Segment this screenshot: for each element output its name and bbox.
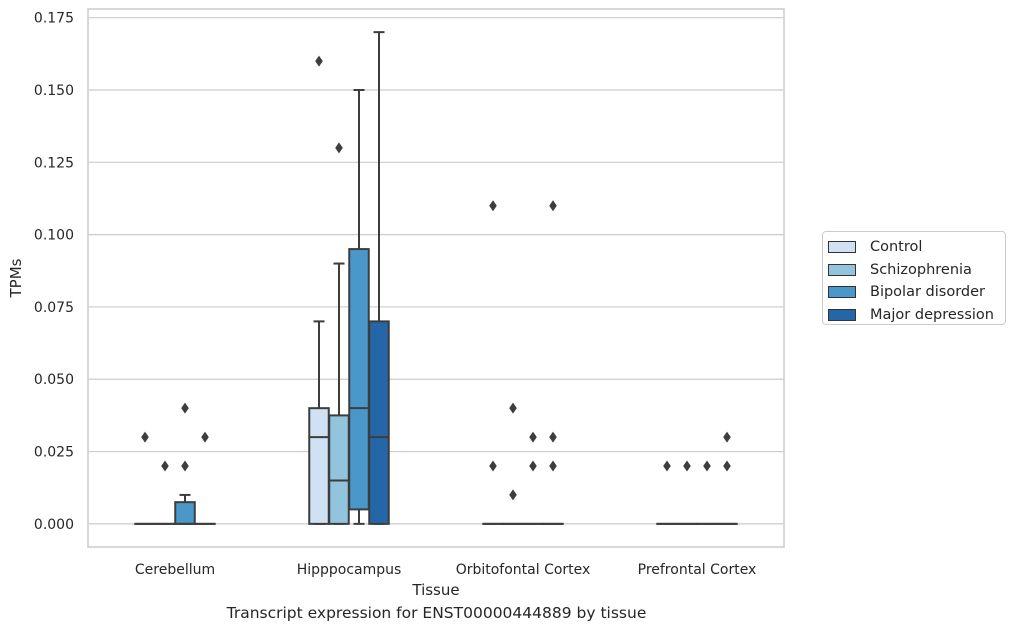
outlier-point (335, 142, 343, 154)
box-hipppocampus (308, 55, 330, 525)
legend-label: Control (870, 239, 923, 256)
legend-label: Schizophrenia (870, 261, 972, 278)
outlier-point (161, 460, 169, 472)
legend-swatch (828, 241, 856, 254)
outlier-point (181, 460, 189, 472)
y-tick-label: 0.000 (34, 517, 74, 533)
series-control (134, 55, 678, 525)
outlier-point (509, 402, 517, 414)
outlier-point (683, 460, 691, 472)
box-orbitofontal-cortex (522, 431, 544, 525)
box-body (368, 320, 390, 525)
outlier-point (315, 55, 323, 67)
box-cerebellum (134, 431, 156, 525)
box-hipppocampus (328, 142, 350, 525)
box-body (308, 407, 330, 525)
box-series (134, 31, 738, 525)
series-bipolar-disorder (174, 88, 718, 525)
legend-swatch (828, 308, 856, 321)
y-tick-label: 0.075 (34, 300, 74, 316)
y-axis-ticks: 0.000 0.025 0.050 0.075 0.100 0.125 0.150 0.175 (34, 11, 74, 533)
box-body (174, 501, 196, 525)
x-axis-label: Tissue (411, 581, 459, 599)
y-tick-label: 0.100 (34, 228, 74, 244)
outlier-point (703, 460, 711, 472)
box-orbitofontal-cortex (542, 200, 564, 525)
legend-item: Schizophrenia (828, 259, 1005, 282)
box-cerebellum (194, 431, 216, 525)
outlier-point (489, 200, 497, 212)
y-tick-label: 0.125 (34, 155, 74, 171)
legend-swatch (828, 286, 856, 299)
box-body (328, 414, 350, 525)
box-cerebellum (154, 460, 176, 525)
grid-lines (88, 17, 784, 525)
y-tick-label: 0.025 (34, 445, 74, 461)
x-axis-ticks: Cerebellum Hipppocampus Orbitofontal Corte… (135, 562, 756, 578)
x-tick-label: Orbitofontal Cortex (456, 562, 591, 578)
plot-frame (87, 8, 785, 548)
outlier-point (201, 431, 209, 443)
outlier-point (723, 460, 731, 472)
y-tick-label: 0.150 (34, 83, 74, 99)
box-cerebellum (174, 402, 196, 525)
box-hipppocampus (368, 31, 390, 525)
legend-label: Major depression (870, 306, 994, 323)
box-orbitofontal-cortex (482, 200, 504, 525)
y-tick-label: 0.050 (34, 372, 74, 388)
box-prefrontal-cortex (716, 431, 738, 525)
outlier-point (529, 460, 537, 472)
legend: Control Schizophrenia Bipolar disorder Majo… (822, 231, 1006, 325)
series-major-depression (194, 31, 738, 525)
outlier-point (549, 460, 557, 472)
outlier-point (549, 431, 557, 443)
x-tick-label: Prefrontal Cortex (638, 562, 757, 578)
outlier-point (549, 200, 557, 212)
outlier-point (509, 489, 517, 501)
box-orbitofontal-cortex (502, 402, 524, 525)
outlier-point (489, 460, 497, 472)
legend-swatch (828, 263, 856, 276)
box-hipppocampus (348, 88, 370, 525)
box-prefrontal-cortex (676, 460, 698, 525)
legend-item: Control (828, 236, 1005, 259)
legend-item: Bipolar disorder (828, 281, 1005, 304)
chart-caption: Transcript expression for ENST0000044488… (226, 604, 647, 622)
box-prefrontal-cortex (656, 460, 678, 525)
outlier-point (181, 402, 189, 414)
legend-item: Major depression (828, 304, 1005, 327)
outlier-point (141, 431, 149, 443)
x-tick-label: Hipppocampus (297, 562, 402, 578)
legend-label: Bipolar disorder (870, 284, 985, 301)
box-body (348, 248, 370, 511)
box-prefrontal-cortex (696, 460, 718, 525)
y-axis-label: TPMs (7, 258, 25, 298)
outlier-point (529, 431, 537, 443)
x-tick-label: Cerebellum (135, 562, 215, 578)
outlier-point (723, 431, 731, 443)
outlier-point (663, 460, 671, 472)
y-tick-label: 0.175 (34, 11, 74, 27)
series-schizophrenia (154, 142, 698, 525)
